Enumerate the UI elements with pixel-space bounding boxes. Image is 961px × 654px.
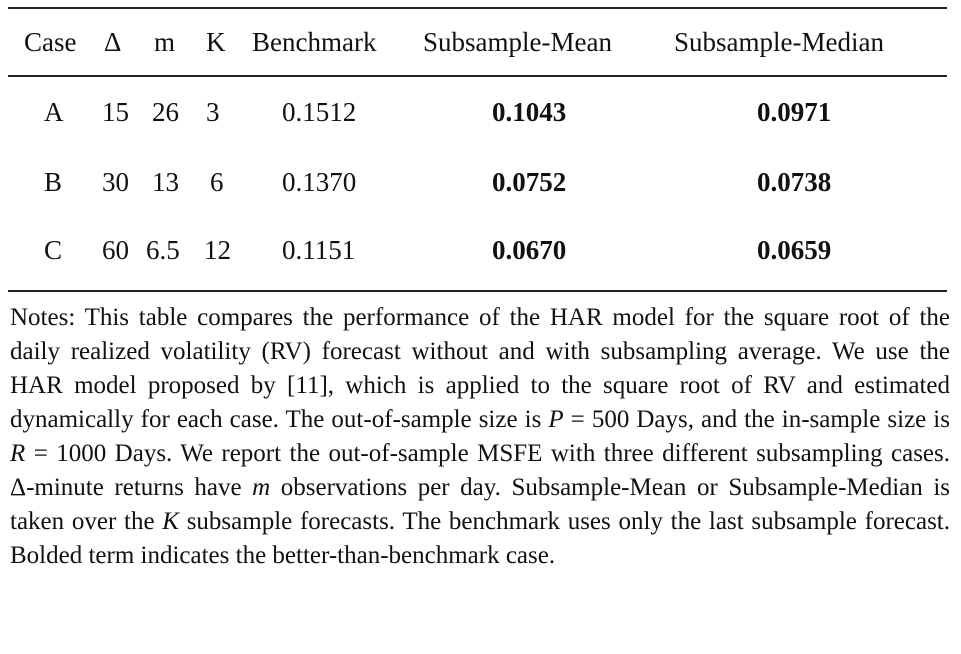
table-cell-k: 3 (206, 97, 220, 127)
notes-var-k: K (162, 508, 179, 535)
notes-text-3: = 1000 Days. We report the out-of-sample… (10, 440, 950, 501)
table-cell-case: C (44, 235, 63, 265)
notes-text-4: observations per day. Subsample-Mean or … (10, 474, 951, 535)
table-cell-m: 6.5 (146, 235, 180, 265)
header-case: Case (24, 27, 77, 57)
table-cell-k: 6 (210, 167, 224, 197)
table-cell-delta: 60 (102, 235, 129, 265)
notes-text-2: = 500 Days, and the in-sample size is (563, 406, 950, 433)
notes-var-m: m (252, 474, 271, 501)
notes-paragraph: Notes: This table compares the performan… (10, 301, 950, 573)
header-m: m (154, 27, 176, 57)
table-cell-k: 12 (204, 235, 231, 265)
table-cell-case: B (44, 167, 63, 197)
table-cell-subsample-median: 0.0659 (757, 235, 832, 265)
table-cell-m: 26 (152, 97, 179, 127)
table-cell-subsample-median: 0.0738 (757, 167, 832, 197)
table-cell-case: A (44, 97, 64, 127)
table-cell-subsample-mean: 0.1043 (492, 97, 567, 127)
top-rule (8, 7, 947, 9)
table-notes: Notes: This table compares the performan… (10, 301, 950, 573)
table-cell-benchmark: 0.1151 (282, 235, 356, 265)
table-cell-delta: 30 (102, 167, 129, 197)
table-cell-subsample-mean: 0.0670 (492, 235, 567, 265)
table-cell-delta: 15 (102, 97, 129, 127)
header-benchmark: Benchmark (252, 27, 377, 57)
header-delta: Δ (104, 27, 122, 57)
header-rule (8, 75, 947, 77)
header-k: K (206, 27, 226, 57)
table-cell-subsample-median: 0.0971 (757, 97, 832, 127)
notes-text-5: subsample forecasts. The benchmark uses … (10, 508, 950, 569)
notes-var-r: R (10, 440, 26, 467)
table-cell-m: 13 (152, 167, 179, 197)
notes-var-p: P (548, 406, 564, 433)
header-subsample-mean: Subsample-Mean (423, 27, 612, 57)
table-cell-benchmark: 0.1370 (282, 167, 357, 197)
header-subsample-median: Subsample-Median (674, 27, 884, 57)
table-cell-subsample-mean: 0.0752 (492, 167, 567, 197)
table-cell-benchmark: 0.1512 (282, 97, 357, 127)
bottom-rule (8, 290, 947, 292)
notes-text-1: Notes: This table compares the performan… (10, 304, 950, 433)
